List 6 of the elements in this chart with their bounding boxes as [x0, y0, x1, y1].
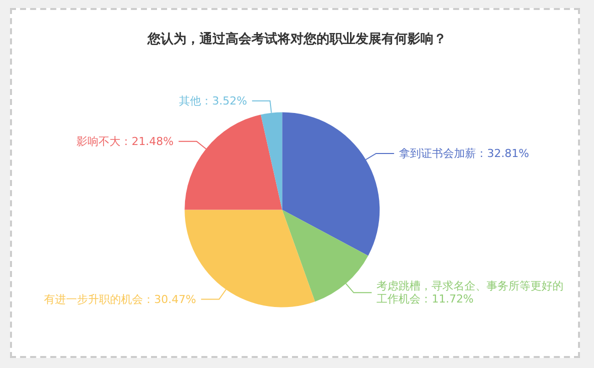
- slice-label: 有进一步升职的机会：30.47%: [44, 292, 196, 306]
- slice-label: 考虑跳槽，寻求名企、事务所等更好的工作机会：11.72%: [376, 280, 564, 306]
- slice-label: 拿到证书会加薪：32.81%: [399, 146, 530, 160]
- slice-label: 其他：3.52%: [179, 94, 248, 108]
- slice-label: 影响不大：21.48%: [76, 134, 174, 148]
- chart-title: 您认为，通过高会考试将对您的职业发展有何影响？: [146, 31, 446, 47]
